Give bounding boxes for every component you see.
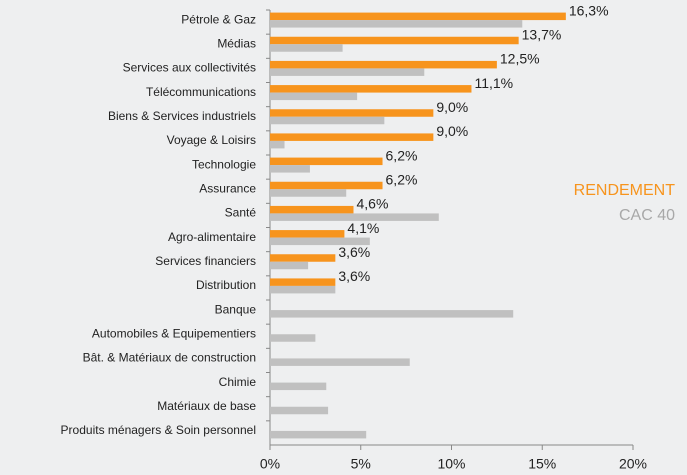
- bar: [270, 133, 434, 141]
- y-tick-label: Pétrole & Gaz: [181, 12, 256, 26]
- bar: [270, 157, 383, 166]
- bar: [270, 44, 343, 52]
- value-label: 3,6%: [338, 268, 370, 284]
- y-tick-label: Agro-alimentaire: [168, 230, 256, 244]
- y-tick-label: Médias: [217, 36, 256, 50]
- bar: [270, 205, 354, 214]
- bar: [270, 406, 329, 415]
- value-label: 3,6%: [338, 244, 370, 260]
- y-tick-label: Services aux collectivités: [123, 61, 256, 75]
- y-tick-label: Biens & Services industriels: [108, 109, 256, 123]
- value-label: 9,0%: [436, 123, 468, 139]
- x-tick-label: 15%: [528, 456, 556, 472]
- bar: [270, 430, 367, 439]
- bar: [270, 60, 497, 69]
- x-tick-label: 10%: [437, 456, 465, 472]
- y-tick-label: Assurance: [199, 181, 256, 195]
- bar: [270, 254, 336, 262]
- value-label: 6,2%: [386, 171, 418, 187]
- bar: [270, 68, 425, 76]
- y-tick-label: Matériaux de base: [157, 399, 256, 413]
- bar: [270, 140, 285, 149]
- value-label: 4,1%: [347, 220, 379, 236]
- bar: [270, 20, 523, 28]
- bar: [270, 237, 370, 246]
- bar: [270, 334, 316, 342]
- y-tick-label: Services financiers: [155, 254, 256, 268]
- value-label: 12,5%: [500, 51, 540, 67]
- legend-label: RENDEMENT: [574, 182, 676, 199]
- x-tick-label: 20%: [619, 456, 647, 472]
- legend-label: CAC 40: [619, 207, 675, 224]
- bar: [270, 213, 439, 221]
- y-tick-label: Voyage & Loisirs: [167, 133, 256, 147]
- value-label: 4,6%: [356, 196, 388, 212]
- bar: [270, 358, 410, 366]
- bar: [270, 109, 434, 117]
- bar: [270, 165, 310, 173]
- y-tick-label: Chimie: [219, 375, 257, 389]
- bar: [270, 189, 347, 197]
- x-tick-label: 5%: [351, 456, 371, 472]
- bar: [270, 85, 472, 93]
- bar: [270, 36, 519, 45]
- x-tick-label: 0%: [260, 456, 280, 472]
- bar: [270, 116, 385, 125]
- y-tick-label: Technologie: [192, 157, 256, 171]
- y-tick-label: Automobiles & Equipementiers: [92, 326, 256, 340]
- value-label: 9,0%: [436, 99, 468, 115]
- y-tick-label: Banque: [215, 302, 257, 316]
- bar: [270, 382, 327, 391]
- bar: [270, 92, 358, 101]
- y-tick-label: Télécommunications: [146, 85, 256, 99]
- bar: [270, 230, 345, 238]
- bar: [270, 261, 309, 270]
- value-label: 13,7%: [522, 26, 562, 42]
- bar: [270, 181, 383, 190]
- bar: [270, 12, 566, 21]
- bar: [270, 310, 514, 318]
- y-tick-label: Santé: [225, 206, 257, 220]
- y-tick-label: Produits ménagers & Soin personnel: [61, 423, 256, 437]
- y-tick-label: Distribution: [196, 278, 256, 292]
- value-label: 16,3%: [569, 2, 609, 18]
- y-tick-label: Bât. & Matériaux de construction: [83, 351, 256, 365]
- value-label: 6,2%: [386, 147, 418, 163]
- value-label: 11,1%: [474, 75, 513, 91]
- bar: [270, 278, 336, 286]
- bar: [270, 285, 336, 294]
